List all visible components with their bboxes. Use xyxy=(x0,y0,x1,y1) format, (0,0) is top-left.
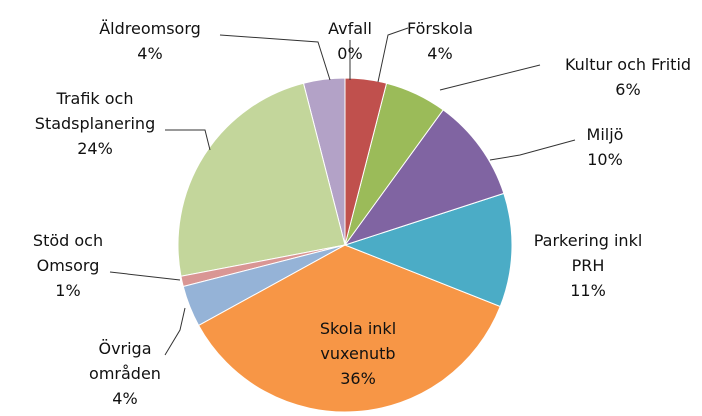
percent-label: 4% xyxy=(112,389,138,408)
category-name: Kultur och Fritid xyxy=(564,55,692,74)
leader-line xyxy=(109,271,181,281)
pie-slice xyxy=(177,82,346,277)
slice-label: Skola inkl vuxenutb 36% xyxy=(298,316,418,391)
category-name: Förskola xyxy=(406,19,474,38)
slice-label: Äldreomsorg 4% xyxy=(80,16,220,66)
pie-slice xyxy=(343,192,513,308)
slice-label: Förskola 4% xyxy=(390,16,490,66)
slice-label: Miljö 10% xyxy=(565,122,645,172)
category-name: Stöd och Omsorg xyxy=(32,231,104,275)
category-name: Miljö xyxy=(586,125,624,144)
slice-label: Trafik och Stadsplanering 24% xyxy=(20,86,170,161)
category-name: Parkering inkl PRH xyxy=(533,231,643,275)
slice-label: Parkering inkl PRH 11% xyxy=(518,228,658,303)
slice-label: Övriga områden 4% xyxy=(75,336,175,411)
leader-line xyxy=(164,307,186,356)
leader-line xyxy=(377,27,409,83)
percent-label: 0% xyxy=(337,44,363,63)
pie-slice xyxy=(197,244,501,413)
slice-label: Kultur och Fritid 6% xyxy=(543,52,702,102)
slice-label: Stöd och Omsorg 1% xyxy=(18,228,118,303)
slice-label: Avfall 0% xyxy=(310,16,390,66)
percent-label: 24% xyxy=(77,139,113,158)
percent-label: 11% xyxy=(570,281,606,300)
category-name: Trafik och Stadsplanering xyxy=(34,89,156,133)
category-name: Skola inkl vuxenutb xyxy=(319,319,397,363)
category-name: Avfall xyxy=(328,19,372,38)
category-name: Äldreomsorg xyxy=(99,19,201,38)
percent-label: 4% xyxy=(137,44,163,63)
percent-label: 1% xyxy=(55,281,81,300)
leader-line xyxy=(489,139,576,161)
leader-line xyxy=(165,129,211,151)
percent-label: 36% xyxy=(340,369,376,388)
percent-label: 4% xyxy=(427,44,453,63)
percent-label: 10% xyxy=(587,150,623,169)
leader-line xyxy=(439,64,541,91)
category-name: Övriga områden xyxy=(89,339,161,383)
pie-slice xyxy=(343,109,505,246)
leader-line xyxy=(219,34,331,81)
leader-lines xyxy=(109,27,576,356)
percent-label: 6% xyxy=(615,80,641,99)
